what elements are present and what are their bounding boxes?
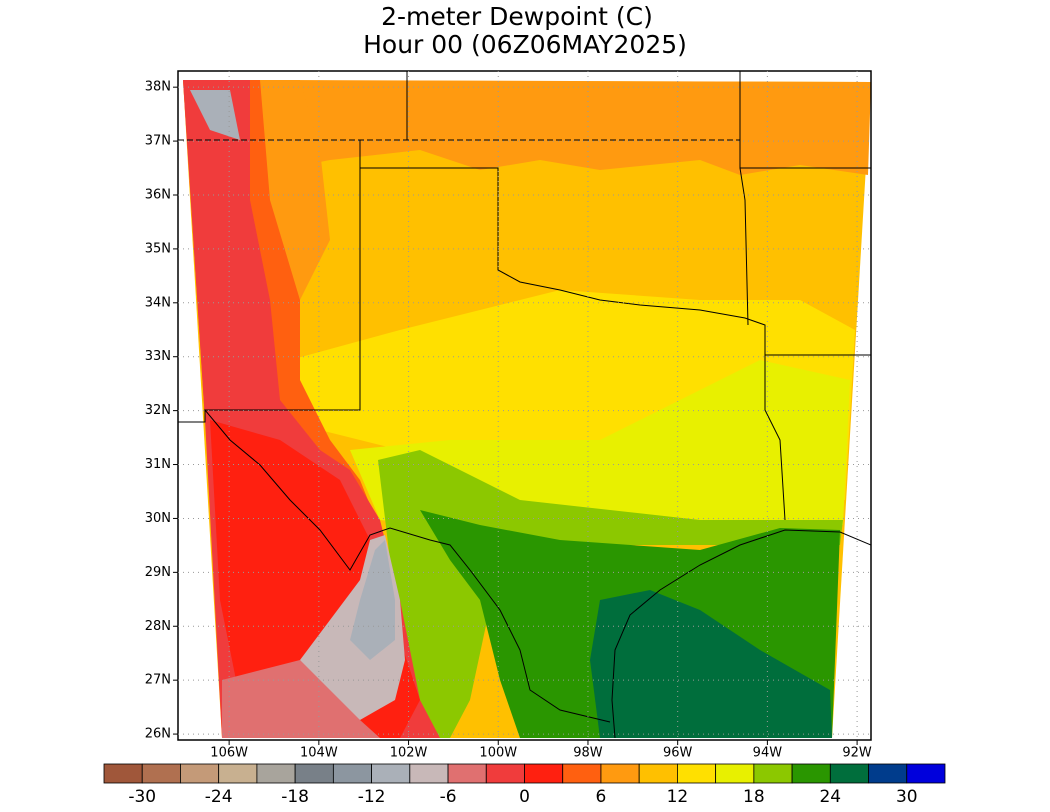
colorbar-box: [141, 763, 181, 784]
lon-tick-label: 96W: [663, 746, 693, 761]
state-border: [360, 167, 786, 521]
colorbar-box: [600, 763, 640, 784]
lon-tick-label: 100W: [479, 746, 517, 761]
colorbar-box: [256, 763, 296, 784]
colorbar-label: -18: [281, 787, 309, 807]
colorbar-box: [409, 763, 449, 784]
lat-tick-label: 27N: [145, 673, 171, 688]
colorbar-box: [485, 763, 525, 784]
colorbar-box: [638, 763, 678, 784]
colorbar-label: 6: [596, 787, 607, 807]
colorbar-label: 12: [667, 787, 689, 807]
lat-tick-label: 34N: [145, 295, 171, 310]
colorbar-label: 24: [819, 787, 841, 807]
lat-tick-label: 30N: [145, 511, 171, 526]
colorbar-box: [791, 763, 831, 784]
colorbar-box: [753, 763, 793, 784]
lat-tick-label: 33N: [145, 349, 171, 364]
lat-tick-label: 28N: [145, 619, 171, 634]
colorbar-box: [447, 763, 487, 784]
title-line: 2-meter Dewpoint (C): [381, 2, 653, 31]
colorbar-label: -30: [128, 787, 156, 807]
colorbar-box: [829, 763, 869, 784]
colorbar-label: 30: [896, 787, 918, 807]
field-gray: [350, 540, 395, 660]
field-orange: [280, 80, 871, 175]
lon-tick-label: 94W: [753, 746, 783, 761]
title-line: Hour 00 (06Z06MAY2025): [363, 30, 687, 59]
coastline: [611, 529, 871, 739]
colorbar-box: [180, 763, 220, 784]
lat-tick-label: 32N: [145, 403, 171, 418]
state-border: [739, 167, 749, 326]
colorbar-box: [332, 763, 372, 784]
colorbar-box: [371, 763, 411, 784]
colorbar-box: [677, 763, 717, 784]
state-border: [205, 140, 361, 411]
lat-tick-label: 38N: [145, 80, 171, 95]
field-gray: [190, 90, 240, 140]
lat-tick-label: 36N: [145, 187, 171, 202]
field-pink: [222, 660, 380, 738]
lat-tick-label: 35N: [145, 241, 171, 256]
colorbar-box: [294, 763, 334, 784]
colorbar-box: [103, 763, 143, 784]
lat-tick-label: 31N: [145, 457, 171, 472]
colorbar-box: [906, 763, 946, 784]
colorbar-label: -6: [440, 787, 457, 807]
lon-tick-label: 104W: [300, 746, 338, 761]
colorbar-box: [868, 763, 908, 784]
dewpoint-field: [178, 71, 871, 739]
colorbar-label: -12: [358, 787, 386, 807]
colorbar-box: [524, 763, 564, 784]
colorbar-box: [715, 763, 755, 784]
lat-tick-label: 26N: [145, 727, 171, 742]
lon-tick-label: 102W: [390, 746, 428, 761]
lon-tick-label: 106W: [210, 746, 248, 761]
field-dgreen: [590, 590, 832, 738]
colorbar-box: [218, 763, 258, 784]
map-frame: [177, 70, 872, 741]
colorbar-box: [562, 763, 602, 784]
colorbar-label: 18: [743, 787, 765, 807]
field-lgreen: [378, 450, 843, 738]
lat-tick-label: 37N: [145, 134, 171, 149]
lon-tick-label: 92W: [842, 746, 872, 761]
lat-tick-label: 29N: [145, 565, 171, 580]
colorbar-label: -24: [205, 787, 233, 807]
colorbar-label: 0: [519, 787, 530, 807]
country-border: [178, 408, 611, 723]
lon-tick-label: 98W: [573, 746, 603, 761]
